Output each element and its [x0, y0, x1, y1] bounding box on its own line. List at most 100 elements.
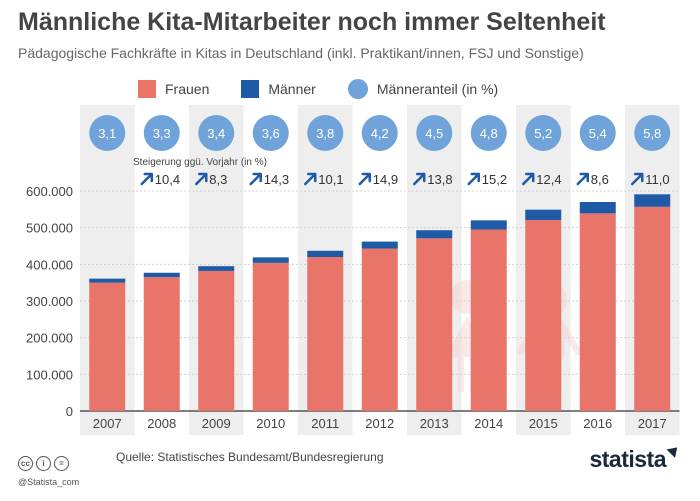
- x-tick-label-2012: 2012: [365, 416, 394, 431]
- bar-maenner-2014: [470, 220, 507, 230]
- legend-label-maenner: Männer: [268, 81, 316, 97]
- legend: Frauen Männer Männeranteil (in %): [138, 79, 530, 99]
- growth-value-2015: 12,4: [536, 172, 561, 187]
- growth-arrow-icon: [631, 172, 644, 186]
- bar-frauen-2012: [361, 248, 398, 411]
- x-tick-label-2015: 2015: [529, 416, 558, 431]
- share-circle-2010: [252, 115, 289, 151]
- share-value-2010: 3,6: [262, 126, 280, 141]
- bar-maenner-2017: [634, 194, 671, 207]
- x-tick-label-2014: 2014: [474, 416, 503, 431]
- growth-arrow-icon: [195, 172, 208, 186]
- bar-frauen-2009: [198, 270, 235, 411]
- growth-row: 10,4 8,3 14,3 10,1 14,9 13,8 15,2 12,4 8,6 11,0: [140, 172, 670, 187]
- x-tick-label-2008: 2008: [147, 416, 176, 431]
- growth-arrow-icon: [358, 172, 371, 186]
- bar-maenner-2008: [143, 272, 180, 278]
- bar-maenner-2013: [416, 230, 453, 239]
- growth-value-2010: 14,3: [264, 172, 289, 187]
- legend-label-frauen: Frauen: [165, 81, 210, 97]
- source-note: Quelle: Statistisches Bundesamt/Bundesre…: [116, 450, 384, 464]
- share-value-2012: 4,2: [371, 126, 389, 141]
- bar-frauen-2011: [307, 257, 344, 411]
- bar-frauen-2017: [634, 206, 671, 411]
- share-circle-2008: [143, 115, 180, 151]
- cc-icon: cc: [18, 456, 33, 471]
- bar-frauen-2008: [143, 277, 180, 411]
- share-value-2014: 4,8: [480, 126, 498, 141]
- x-tick-label-2010: 2010: [256, 416, 285, 431]
- share-value-2015: 5,2: [534, 126, 552, 141]
- x-tick-label-2013: 2013: [420, 416, 449, 431]
- bar-maenner-2007: [89, 278, 126, 283]
- girl-body-icon: [446, 316, 488, 392]
- growth-arrow-icon: [576, 172, 589, 186]
- share-circle-2014: [470, 115, 507, 151]
- bar-maenner-2011: [307, 250, 344, 257]
- bar-frauen-2010: [252, 262, 289, 411]
- growth-arrow-icon: [467, 172, 480, 186]
- legend-swatch-frauen: [138, 80, 156, 98]
- chart-title: Männliche Kita-Mitarbeiter noch immer Se…: [18, 8, 606, 36]
- legend-swatch-maenner: [241, 80, 260, 98]
- legend-item-maenner: Männer: [241, 80, 316, 98]
- growth-value-2013: 13,8: [427, 172, 452, 187]
- legend-item-frauen: Frauen: [138, 80, 209, 98]
- bar-maenner-2016: [579, 202, 616, 214]
- y-tick-label: 200.000: [26, 331, 73, 346]
- share-circle-2007: [89, 115, 126, 151]
- x-tick-label-2007: 2007: [93, 416, 122, 431]
- y-axis: 0 100.000 200.000 300.000 400.000 500.000 600.…: [26, 184, 73, 419]
- bar-frauen-2016: [579, 213, 616, 411]
- share-circle-2015: [525, 115, 562, 151]
- growth-label: Steigerung ggü. Vorjahr (in %): [133, 157, 267, 168]
- share-value-2008: 3,3: [153, 126, 171, 141]
- share-value-2009: 3,4: [207, 126, 225, 141]
- y-tick-label: 0: [66, 404, 73, 419]
- y-tick-label: 500.000: [26, 221, 73, 236]
- growth-value-2016: 8,6: [591, 172, 609, 187]
- x-axis-labels: 2007 2008 2009 2010 2011 2012 2013 2014 2015 2016…: [93, 416, 667, 431]
- share-circles: 3,1 3,3 3,4 3,6 3,8 4,2 4,5 4,8 5,2 5,4 5,8: [89, 115, 671, 151]
- bar-maenner-2012: [361, 241, 398, 249]
- growth-arrow-icon: [522, 172, 535, 186]
- growth-arrow-icon: [413, 172, 426, 186]
- legend-label-anteil: Männeranteil (in %): [376, 81, 499, 97]
- legend-item-anteil: Männeranteil (in %): [347, 79, 499, 99]
- share-value-2016: 5,4: [589, 126, 607, 141]
- share-value-2011: 3,8: [316, 126, 334, 141]
- y-tick-label: 100.000: [26, 367, 73, 382]
- legend-swatch-anteil: [347, 79, 368, 99]
- x-tick-label-2009: 2009: [202, 416, 231, 431]
- bar-frauen-2013: [416, 238, 453, 411]
- chart-subtitle: Pädagogische Fachkräfte in Kitas in Deut…: [18, 45, 584, 61]
- growth-arrow-icon: [249, 172, 262, 186]
- growth-arrow-icon: [140, 172, 153, 186]
- growth-value-2009: 8,3: [209, 172, 227, 187]
- x-tick-label-2011: 2011: [311, 416, 339, 431]
- growth-value-2017: 11,0: [645, 172, 669, 187]
- statista-logo: statista: [589, 443, 682, 473]
- brand-arrow-icon: [666, 443, 682, 458]
- chart-area: 0 100.000 200.000 300.000 400.000 500.000 600.…: [26, 105, 680, 435]
- share-value-2007: 3,1: [98, 126, 116, 141]
- bar-maenner-2009: [198, 266, 235, 271]
- growth-value-2014: 15,2: [482, 172, 507, 187]
- share-circle-2013: [416, 115, 453, 151]
- footer: cc i = @Statista_com Quelle: Statistisch…: [0, 443, 700, 501]
- twitter-handle: @Statista_com: [18, 477, 80, 487]
- share-circle-2016: [579, 115, 616, 151]
- growth-value-2008: 10,4: [155, 172, 180, 187]
- share-circle-2009: [198, 115, 235, 151]
- share-circle-2011: [307, 115, 344, 151]
- share-circle-2017: [634, 115, 671, 151]
- bar-frauen-2014: [470, 229, 507, 411]
- share-value-2017: 5,8: [643, 126, 661, 141]
- share-value-2013: 4,5: [425, 126, 443, 141]
- bar-frauen-2007: [89, 282, 126, 411]
- no-derivatives-icon: =: [54, 456, 69, 471]
- bar-maenner-2010: [252, 257, 289, 263]
- bar-frauen-2015: [525, 219, 562, 411]
- bars: [89, 194, 671, 411]
- x-tick-label-2017: 2017: [638, 416, 667, 431]
